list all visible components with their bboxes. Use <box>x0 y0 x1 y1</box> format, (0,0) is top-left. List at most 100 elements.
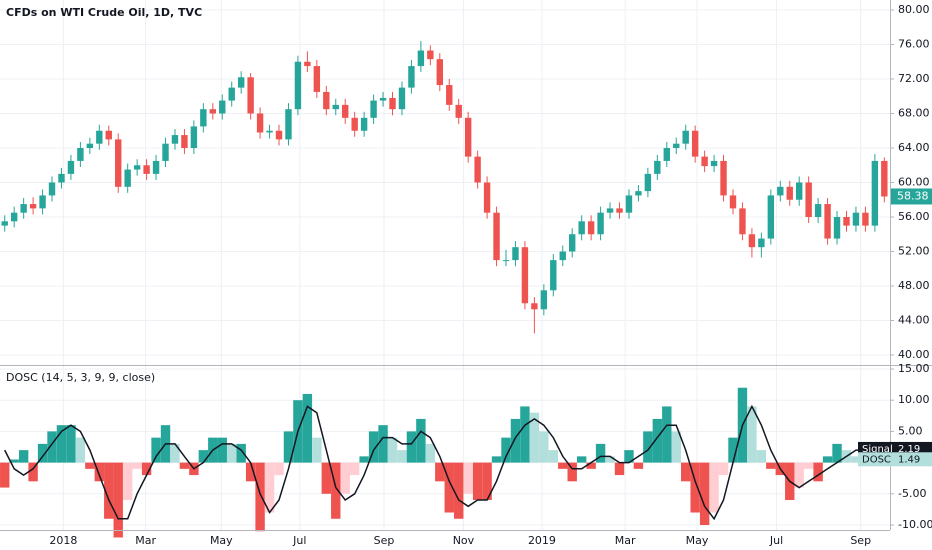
histogram-bar <box>340 462 350 494</box>
histogram-bar <box>605 456 615 463</box>
x-tick-label: Sep <box>850 534 871 547</box>
candle-body <box>729 195 737 209</box>
candle-body <box>389 97 396 110</box>
histogram-bar <box>747 406 757 463</box>
candle-body <box>313 66 321 92</box>
candle-body <box>360 117 368 131</box>
histogram-bar <box>47 431 57 463</box>
histogram-bar <box>387 437 398 463</box>
x-tick-label: May <box>686 534 709 547</box>
histogram-bar <box>529 412 540 463</box>
histogram-bar <box>416 418 426 463</box>
candle-body <box>379 97 387 101</box>
candle-body <box>824 204 831 239</box>
histogram-bar <box>283 431 294 463</box>
histogram-bar <box>378 425 388 463</box>
candle-body <box>124 169 131 187</box>
histogram-bar <box>406 431 417 463</box>
candle-body <box>58 173 65 183</box>
histogram-bar <box>822 456 833 463</box>
histogram-bar <box>681 462 691 482</box>
candle-body <box>417 50 425 67</box>
candle-body <box>427 50 434 60</box>
candle-body <box>654 160 661 174</box>
histogram-bar <box>359 456 369 463</box>
histogram-bar <box>321 462 332 494</box>
candle-body <box>1 221 8 226</box>
candle-body <box>559 251 566 261</box>
candle-body <box>540 290 548 310</box>
histogram-bar <box>217 437 227 463</box>
candle-body <box>597 212 604 235</box>
histogram-bar <box>264 462 275 513</box>
histogram-bar <box>718 462 729 476</box>
candle-body <box>550 260 557 291</box>
candle-body <box>871 160 879 226</box>
candle-body <box>398 87 406 110</box>
histogram-bar <box>567 462 577 482</box>
histogram-bar <box>227 443 237 463</box>
y-tick-label: 44.00 <box>898 314 930 327</box>
candle-body <box>446 85 453 105</box>
x-tick-label: Mar <box>135 534 156 547</box>
candle-body <box>521 247 529 304</box>
histogram-bar <box>198 450 209 463</box>
y-tick-label: 76.00 <box>898 38 930 51</box>
last-price-label: 58.38 <box>897 189 929 202</box>
histogram-bar <box>595 443 606 463</box>
histogram-bar <box>444 462 454 513</box>
histogram-bar <box>491 456 502 463</box>
histogram-bar <box>66 425 76 463</box>
candle-body <box>190 126 198 148</box>
candle-body <box>20 204 27 213</box>
candle-body <box>796 182 803 200</box>
dosc-value: 1.49 <box>898 454 920 465</box>
candle-body <box>133 165 141 170</box>
histogram-bar <box>756 450 767 463</box>
candle-body <box>644 173 652 192</box>
histogram-bar <box>851 456 861 463</box>
candle-body <box>266 130 273 133</box>
histogram-bar <box>9 459 19 463</box>
x-tick-label: Mar <box>615 534 636 547</box>
candle-body <box>786 186 793 200</box>
y-tick-label: 72.00 <box>898 72 930 85</box>
candle-body <box>275 130 283 140</box>
candle-body <box>805 182 812 217</box>
dosc-box <box>858 452 932 467</box>
candle-body <box>115 139 122 187</box>
candle-body <box>294 61 302 110</box>
y-tick-label: 40.00 <box>898 348 930 361</box>
histogram-bar <box>56 425 67 463</box>
histogram-bar <box>832 443 842 463</box>
histogram-bar <box>690 462 700 513</box>
candle-body <box>48 182 56 196</box>
y-tick-label: 52.00 <box>898 245 930 258</box>
candle-body <box>720 160 727 196</box>
y-tick-label: 60.00 <box>898 176 930 189</box>
candle-body <box>862 212 869 226</box>
candle-body <box>162 143 169 161</box>
candle-body <box>86 143 94 148</box>
histogram-bar <box>558 462 568 469</box>
candle-body <box>616 208 623 213</box>
dosc-name: DOSC <box>862 454 891 465</box>
y-tick-label: 64.00 <box>898 141 930 154</box>
candle-body <box>351 117 358 131</box>
histogram-bar <box>586 462 596 469</box>
candle-body <box>663 148 670 161</box>
candle-body <box>171 135 179 144</box>
candle-body <box>635 191 642 196</box>
y-tick-label: 15.00 <box>898 362 930 375</box>
candle-body <box>502 260 510 262</box>
candle-body <box>143 165 150 174</box>
y-tick-label: 48.00 <box>898 279 930 292</box>
histogram-bar <box>709 462 719 513</box>
candle-body <box>67 160 75 174</box>
candle-body <box>342 104 349 118</box>
y-tick-label: 10.00 <box>898 393 930 406</box>
histogram-bar <box>349 462 360 476</box>
candle-body <box>512 247 519 261</box>
histogram-bar <box>520 406 530 463</box>
candle-body <box>758 238 765 248</box>
